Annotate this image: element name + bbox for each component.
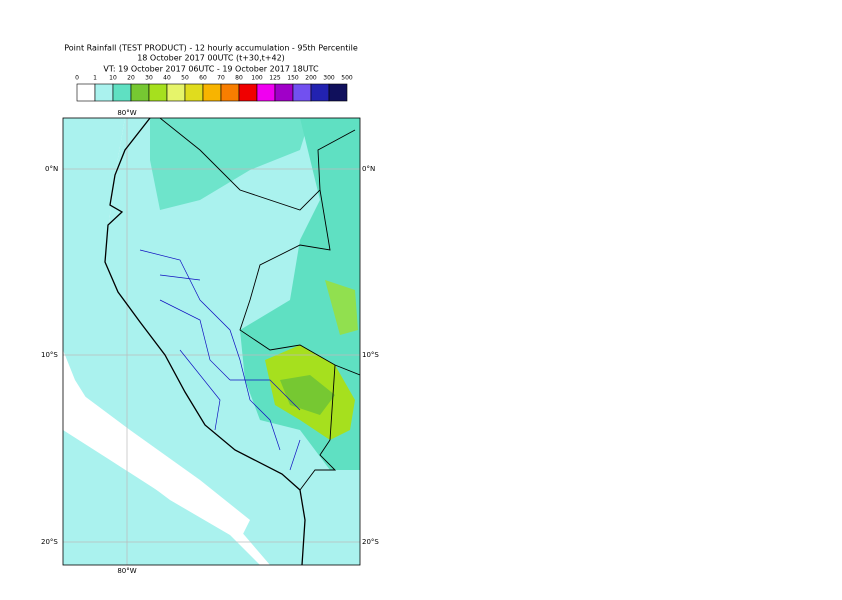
legend-swatch — [76, 83, 96, 102]
legend-label: 0 — [75, 75, 79, 82]
country-border — [159, 118, 360, 491]
legend-swatch — [148, 83, 168, 102]
legend-label: 50 — [181, 75, 189, 82]
ocean-dry — [63, 380, 250, 540]
legend-swatch — [256, 83, 276, 102]
coastline — [104, 118, 306, 565]
legend: 0 1 10 20 30 40 50 60 70 80 100 125 150 200 300 500 — [75, 75, 353, 102]
map: 80°W 80°W 0°N 0°N 10°S 10°S 20°S 20°S — [41, 109, 379, 575]
rain-10 — [150, 118, 310, 210]
legend-swatch — [94, 83, 114, 102]
title: Point Rainfall (TEST PRODUCT) - 12 hourl… — [64, 44, 358, 53]
land-rain — [105, 118, 360, 565]
lat-label: 20°S — [41, 538, 58, 546]
legend-label: 80 — [235, 75, 243, 82]
legend-swatch — [202, 83, 222, 102]
base-time: 18 October 2017 00UTC (t+30,t+42) — [137, 54, 285, 63]
legend-swatch — [184, 83, 204, 102]
legend-label: 1 — [93, 75, 97, 82]
ocean-rain — [63, 420, 260, 565]
lat-label: 0°N — [45, 165, 58, 173]
legend-swatch — [130, 83, 150, 102]
legend-label: 125 — [269, 75, 281, 82]
legend-label: 300 — [323, 75, 335, 82]
legend-swatch — [310, 83, 330, 102]
lon-label: 80°W — [117, 109, 136, 117]
legend-swatch — [220, 83, 240, 102]
legend-label: 200 — [305, 75, 317, 82]
lat-label: 0°N — [362, 165, 375, 173]
lat-label: 10°S — [41, 351, 58, 359]
lat-label: 10°S — [362, 351, 379, 359]
legend-swatch — [112, 83, 132, 102]
legend-swatch — [292, 83, 312, 102]
legend-label: 500 — [341, 75, 353, 82]
legend-label: 150 — [287, 75, 299, 82]
lat-label: 20°S — [362, 538, 379, 546]
valid-time: VT: 19 October 2017 06UTC - 19 October 2… — [103, 65, 319, 74]
legend-label: 60 — [199, 75, 207, 82]
rain-20 — [325, 280, 358, 335]
legend-label: 100 — [251, 75, 263, 82]
legend-swatch — [274, 83, 294, 102]
lon-label: 80°W — [117, 567, 136, 575]
legend-swatch — [328, 83, 348, 102]
legend-label: 40 — [163, 75, 171, 82]
legend-label: 20 — [127, 75, 135, 82]
legend-label: 10 — [109, 75, 117, 82]
legend-label: 30 — [145, 75, 153, 82]
rain-30 — [280, 375, 335, 415]
legend-label: 70 — [217, 75, 225, 82]
map-frame — [62, 117, 361, 566]
legend-swatch — [238, 83, 258, 102]
region-border — [139, 249, 301, 471]
legend-swatch — [166, 83, 186, 102]
